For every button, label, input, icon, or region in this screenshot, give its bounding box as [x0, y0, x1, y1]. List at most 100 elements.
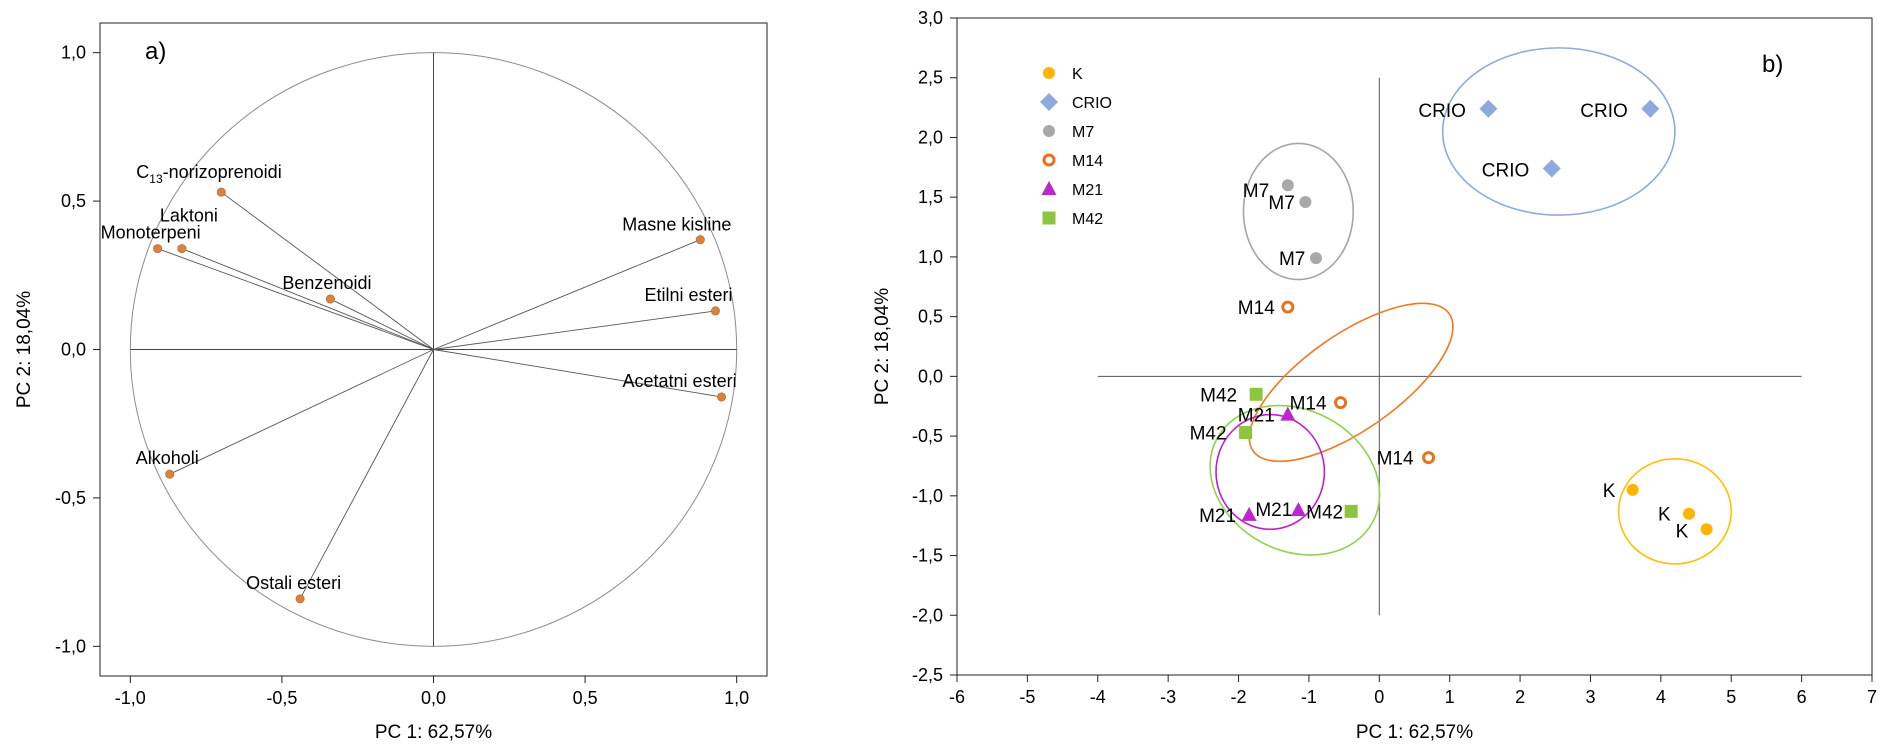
x-tick-label: 0 — [1374, 687, 1384, 707]
point-k — [1683, 507, 1695, 520]
point-label: M14 — [1238, 298, 1275, 319]
variable-label: Acetatni esteri — [623, 371, 737, 391]
legend-label: M21 — [1072, 182, 1103, 199]
legend-label: M7 — [1072, 124, 1094, 141]
x-axis-label: PC 1: 62,57% — [1356, 722, 1473, 743]
panel-label-b: b) — [1762, 51, 1783, 78]
y-tick-label: 1,5 — [918, 187, 943, 207]
loading-vector — [433, 310, 716, 350]
variable-label: Masne kisline — [622, 215, 731, 235]
x-tick-label: 7 — [1867, 687, 1877, 707]
y-tick-label: 3,0 — [918, 8, 943, 28]
point-crio — [1641, 99, 1660, 118]
loading-point — [177, 244, 187, 254]
y-tick-label: -1,0 — [912, 486, 943, 506]
point-label: M42 — [1190, 424, 1227, 445]
group-ellipse-crio — [1441, 47, 1676, 216]
y-tick-label: 1,0 — [61, 43, 86, 63]
point-m14 — [1334, 396, 1348, 410]
loading-vector — [169, 349, 434, 475]
point-crio — [1479, 99, 1498, 118]
group-ellipse-m14 — [1248, 302, 1454, 463]
y-tick-label: -2,5 — [912, 665, 943, 685]
loading-point — [153, 244, 163, 254]
x-tick-label: -3 — [1160, 687, 1176, 707]
point-label: M21 — [1255, 500, 1292, 521]
point-m21 — [1241, 506, 1257, 521]
point-label: CRIO — [1482, 161, 1530, 182]
x-tick-label: 5 — [1726, 687, 1736, 707]
legend-label: CRIO — [1072, 95, 1112, 112]
variable-label-main: C — [136, 162, 149, 182]
point-m21 — [1290, 502, 1306, 517]
point-label: M21 — [1238, 406, 1275, 427]
point-m14 — [1422, 451, 1436, 465]
legend-label: M14 — [1072, 153, 1103, 170]
point-label: M7 — [1243, 181, 1269, 202]
variable-label: Laktoni — [160, 206, 218, 226]
loading-vector — [181, 248, 434, 350]
legend-marker-crio — [1040, 93, 1058, 111]
point-label: K — [1603, 481, 1616, 502]
x-tick-label: 4 — [1656, 687, 1666, 707]
y-tick-label: -0,5 — [912, 426, 943, 446]
x-tick-label: -6 — [949, 687, 965, 707]
x-tick-label: -4 — [1090, 687, 1106, 707]
y-tick-label: 0,0 — [918, 366, 943, 386]
loading-point — [325, 294, 335, 304]
point-m14 — [1281, 300, 1295, 314]
legend-marker-m42 — [1042, 211, 1056, 225]
panel-a-plot: -1,0 -0,5 0,0 0,5 1,0 1,0 0,5 0,0 -0,5 -1,0 PC 1: … — [14, 22, 768, 743]
legend-marker-m21 — [1041, 181, 1057, 195]
variable-label: Monoterpeni — [101, 223, 201, 243]
y-tick-label: 2,5 — [918, 68, 943, 88]
legend-label: M42 — [1072, 211, 1103, 228]
point-m42 — [1239, 426, 1253, 440]
y-tick-label: -2,0 — [912, 605, 943, 625]
point-m7 — [1309, 252, 1322, 265]
point-label: M14 — [1290, 394, 1327, 415]
y-tick-label: -0,5 — [55, 488, 86, 508]
group-ellipse-m7 — [1242, 142, 1355, 281]
legend-label: K — [1072, 66, 1083, 83]
loading-point — [695, 235, 705, 245]
group-ellipse-k — [1617, 457, 1733, 565]
legend-marker-m14 — [1042, 153, 1056, 167]
y-tick-label: 0,5 — [61, 191, 86, 211]
point-k — [1626, 483, 1639, 496]
x-tick-label: 0,0 — [421, 688, 446, 708]
y-axis-label: PC 2: 18,04% — [14, 291, 35, 408]
variable-label: Alkoholi — [136, 448, 199, 468]
point-label: K — [1676, 521, 1689, 542]
loading-vector — [157, 248, 434, 350]
loading-point — [165, 469, 175, 479]
x-tick-label: 2 — [1515, 687, 1525, 707]
x-tick-label: 6 — [1797, 687, 1807, 707]
y-axis-label: PC 2: 18,04% — [872, 288, 893, 405]
x-tick-label: -2 — [1231, 687, 1247, 707]
point-m42 — [1344, 504, 1358, 518]
y-tick-label: 2,0 — [918, 127, 943, 147]
y-tick-label: 1,0 — [918, 247, 943, 267]
variable-label-rest: -norizoprenoidi — [163, 162, 282, 182]
legend-marker-m7 — [1043, 125, 1055, 137]
point-m21 — [1280, 406, 1296, 421]
variable-label-subscript: 13 — [149, 172, 163, 186]
loading-vector — [433, 349, 722, 398]
point-label: M21 — [1199, 506, 1236, 527]
x-tick-label: 3 — [1585, 687, 1595, 707]
point-m7 — [1281, 179, 1294, 192]
loading-point — [216, 187, 226, 197]
loading-point — [717, 392, 727, 402]
panel-label-a: a) — [145, 38, 166, 65]
loading-vector — [299, 349, 434, 600]
point-label: M42 — [1306, 502, 1343, 523]
group-ellipse-m21 — [1215, 413, 1326, 531]
legend: K CRIO M7 M14 M21 M42 — [1040, 66, 1112, 228]
point-label: K — [1658, 505, 1671, 526]
y-tick-label: 0,5 — [918, 307, 943, 327]
x-tick-label: 1,0 — [724, 688, 749, 708]
point-label: CRIO — [1580, 101, 1628, 122]
panel-b-frame — [956, 17, 1873, 676]
